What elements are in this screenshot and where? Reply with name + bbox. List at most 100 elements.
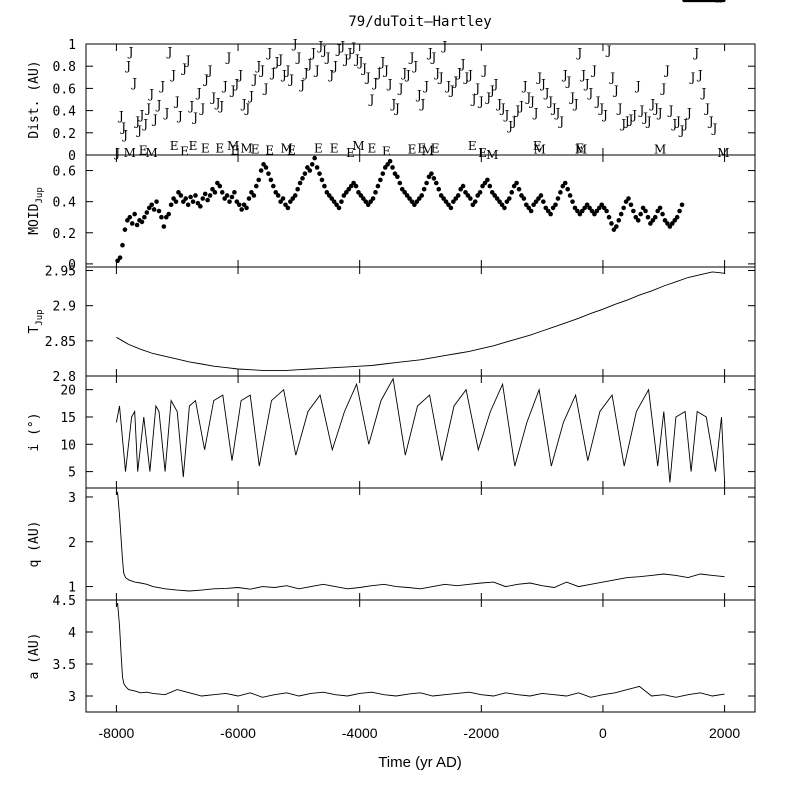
encounter-M: M bbox=[124, 146, 136, 160]
encounter-J: J bbox=[375, 66, 382, 80]
encounter-E: E bbox=[431, 141, 440, 155]
encounter-E: E bbox=[330, 141, 339, 155]
encounter-J: J bbox=[685, 106, 692, 120]
q-series-line bbox=[116, 490, 725, 592]
encounter-J: J bbox=[470, 93, 477, 107]
encounter-J: J bbox=[459, 57, 466, 71]
encounter-J: J bbox=[645, 115, 652, 129]
y-tick-label: 2.8 bbox=[53, 370, 76, 385]
moid-point bbox=[215, 180, 220, 186]
moid-point bbox=[553, 202, 558, 208]
moid-point bbox=[577, 211, 583, 217]
encounter-J: J bbox=[484, 90, 491, 104]
moid-point bbox=[509, 190, 515, 195]
encounter-J: J bbox=[309, 46, 316, 60]
moid-point bbox=[144, 210, 150, 215]
moid-point bbox=[268, 177, 274, 183]
encounter-M: M bbox=[281, 141, 293, 155]
encounter-J: J bbox=[667, 104, 674, 118]
moid-point bbox=[446, 202, 451, 208]
encounter-J: J bbox=[703, 101, 710, 115]
moid-point bbox=[412, 202, 417, 208]
encounter-J: J bbox=[284, 64, 291, 78]
encounter-J: J bbox=[492, 77, 499, 91]
encounter-J: J bbox=[444, 79, 451, 93]
moid-point bbox=[117, 255, 123, 260]
y-tick-label: 3 bbox=[68, 690, 76, 705]
moid-point bbox=[234, 199, 240, 204]
encounter-J: J bbox=[353, 53, 360, 67]
moid-point bbox=[485, 177, 490, 183]
encounter-J: J bbox=[535, 70, 542, 84]
moid-point bbox=[519, 193, 524, 198]
encounter-J: J bbox=[616, 101, 623, 115]
encounter-J: J bbox=[572, 97, 579, 111]
encounter-M: M bbox=[422, 144, 434, 158]
encounter-J: J bbox=[481, 64, 488, 78]
moid-point bbox=[314, 165, 320, 170]
encounter-J: J bbox=[273, 55, 280, 69]
moid-point bbox=[584, 202, 590, 208]
chart-title: 79/duToit–Hartley bbox=[348, 14, 491, 30]
moid-point bbox=[533, 199, 539, 204]
moid-point bbox=[575, 208, 580, 214]
encounter-J: J bbox=[327, 68, 334, 82]
moid-point bbox=[635, 218, 641, 223]
moid-point bbox=[421, 186, 427, 192]
y-tick-label: 2.95 bbox=[45, 265, 76, 280]
moid-point bbox=[205, 197, 210, 203]
moid-point bbox=[582, 205, 588, 211]
encounter-J: J bbox=[400, 66, 407, 80]
encounter-E: E bbox=[287, 144, 296, 158]
encounter-J: J bbox=[305, 57, 312, 71]
moid-point bbox=[587, 205, 592, 211]
moid-point bbox=[626, 196, 631, 201]
encounter-M: M bbox=[240, 141, 252, 155]
panel-tjup: 2.8 2.85 2.9 2.95 TJup bbox=[27, 265, 756, 385]
encounter-J: J bbox=[466, 68, 473, 82]
encounter-J: J bbox=[386, 77, 393, 91]
encounter-J: J bbox=[521, 79, 528, 93]
encounter-J: J bbox=[133, 115, 140, 129]
encounter-J: J bbox=[546, 95, 553, 109]
moid-point bbox=[616, 218, 622, 223]
encounter-J: J bbox=[451, 75, 458, 89]
encounter-J: J bbox=[659, 81, 666, 95]
encounter-J: J bbox=[169, 68, 176, 82]
moid-point bbox=[597, 205, 602, 211]
encounter-J: J bbox=[627, 112, 634, 126]
encounter-J: J bbox=[422, 79, 429, 93]
encounter-E: E bbox=[170, 139, 179, 153]
moid-point bbox=[212, 190, 218, 195]
x-tick-label: -2000 bbox=[463, 725, 499, 741]
encounter-J: J bbox=[692, 46, 699, 60]
encounter-E: E bbox=[314, 141, 323, 155]
y-axis-label: q (AU) bbox=[27, 521, 42, 568]
moid-point bbox=[295, 186, 300, 192]
moid-point bbox=[275, 193, 281, 198]
moid-point bbox=[341, 193, 347, 198]
encounter-J: J bbox=[217, 99, 224, 113]
encounter-J: J bbox=[206, 64, 213, 78]
moid-point bbox=[643, 208, 648, 214]
encounter-J: J bbox=[601, 108, 608, 122]
moid-point bbox=[334, 202, 339, 208]
moid-point bbox=[392, 171, 398, 176]
y-tick-label: 0.8 bbox=[53, 60, 76, 75]
moid-point bbox=[168, 202, 174, 208]
encounter-J: J bbox=[225, 50, 232, 64]
moid-point bbox=[499, 202, 505, 208]
moid-point bbox=[307, 168, 313, 173]
encounter-J: J bbox=[710, 121, 717, 135]
moid-point bbox=[645, 214, 651, 220]
encounter-J: J bbox=[473, 81, 480, 95]
moid-point bbox=[149, 202, 154, 208]
encounter-J: J bbox=[184, 54, 191, 68]
x-axis-label: Time (yr AD) bbox=[378, 754, 462, 771]
moid-point bbox=[178, 193, 184, 198]
encounter-J: J bbox=[287, 73, 294, 87]
moid-point bbox=[232, 190, 237, 195]
moid-point bbox=[397, 180, 403, 186]
moid-point bbox=[455, 193, 461, 198]
encounter-J: J bbox=[648, 97, 655, 111]
